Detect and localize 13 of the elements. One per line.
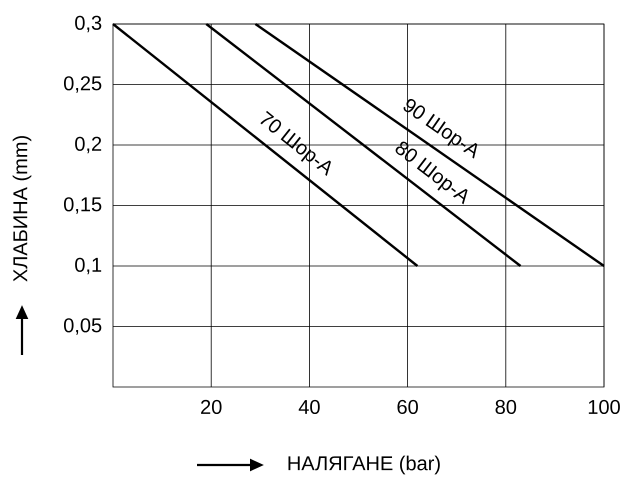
x-tick-label: 60 bbox=[397, 400, 418, 414]
x-tick-label: 40 bbox=[298, 400, 320, 414]
y-tick-label: 0,1 bbox=[75, 258, 102, 274]
y-tick-label: 0,05 bbox=[64, 318, 102, 335]
y-tick-label: 0,25 bbox=[64, 76, 102, 93]
y-axis-title: ХЛАБИНА (mm) bbox=[12, 136, 32, 282]
y-tick-label: 0,15 bbox=[64, 197, 102, 214]
x-axis-title: НАЛЯГАНЕ (bar) bbox=[288, 456, 440, 474]
x-tick-label: 80 bbox=[496, 400, 516, 414]
y-tick-label: 0,2 bbox=[75, 136, 102, 154]
x-tick-label: 20 bbox=[201, 400, 222, 414]
y-tick-label: 0,3 bbox=[75, 16, 102, 32]
x-tick-label: 100 bbox=[588, 400, 620, 414]
